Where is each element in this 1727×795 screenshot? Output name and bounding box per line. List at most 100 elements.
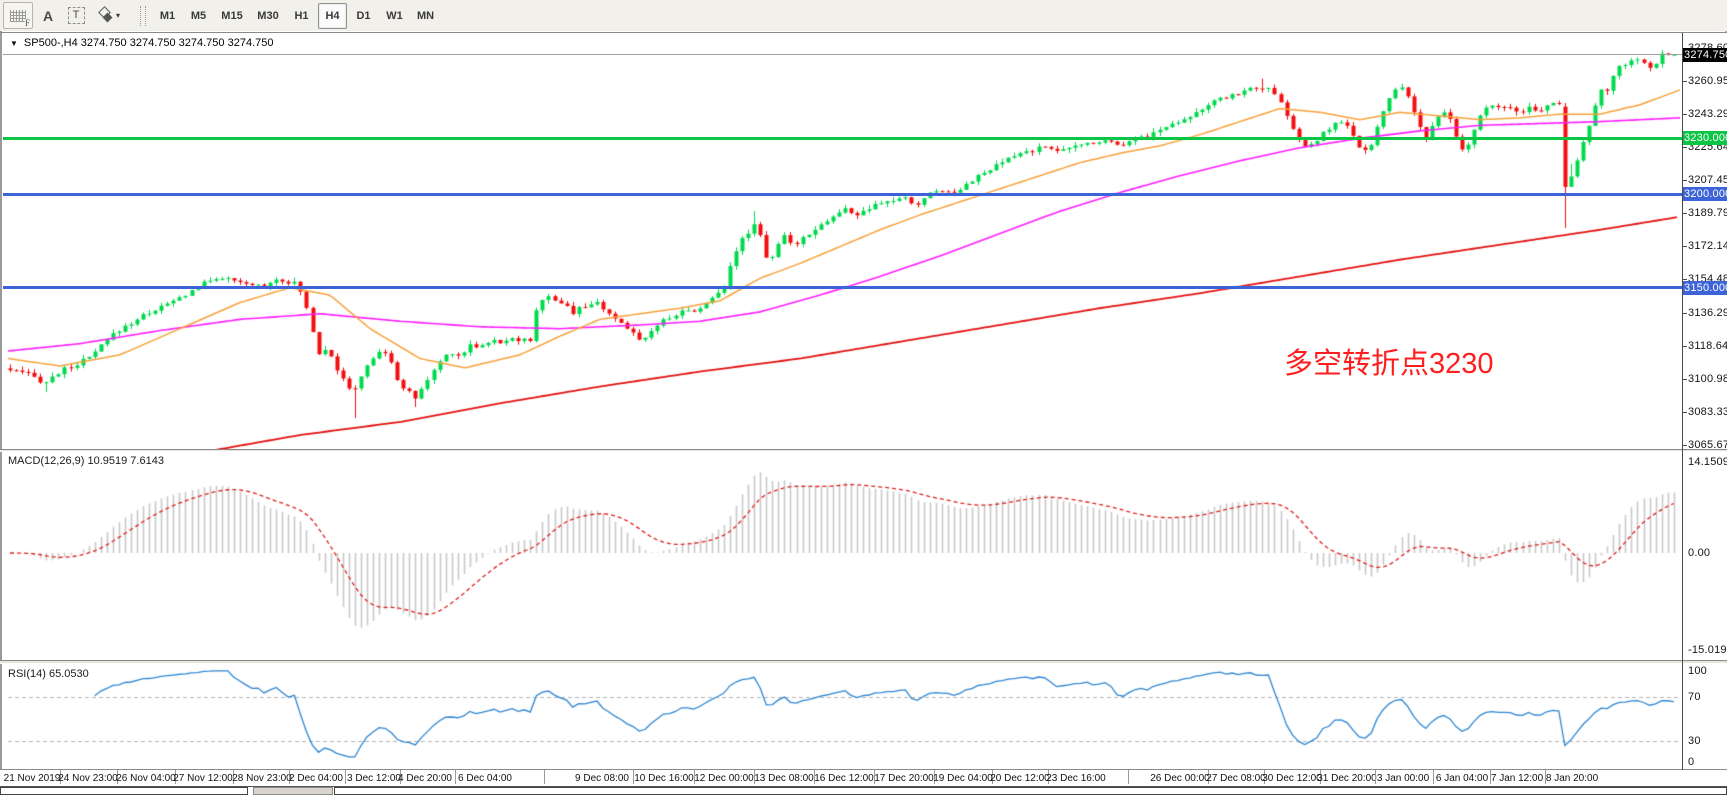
scrollbar-track-left[interactable]	[0, 787, 248, 795]
macd-label: MACD(12,26,9) 10.9519 7.6143	[8, 455, 164, 467]
text-box-tool-button[interactable]: T	[63, 2, 89, 29]
price-axis-line	[1682, 33, 1683, 770]
time-axis-tick	[60, 770, 61, 784]
time-axis-tick	[455, 770, 456, 784]
time-axis-label: 30 Dec 12:00	[1262, 773, 1322, 784]
time-axis-label: 27 Nov 12:00	[173, 773, 233, 784]
timeframe-button-w1[interactable]: W1	[386, 9, 403, 22]
splitter-macd-rsi[interactable]	[0, 660, 1727, 664]
time-axis-label: 21 Nov 2019	[3, 773, 61, 784]
time-axis-label: 3 Jan 00:00	[1376, 773, 1430, 784]
time-axis-tick	[874, 770, 875, 784]
scrollbar-thumb[interactable]	[253, 787, 333, 795]
timeframe-button-m30[interactable]: M30	[257, 9, 279, 22]
timeframe-button-mn[interactable]: MN	[416, 9, 435, 22]
price-axis-tick	[1682, 146, 1687, 148]
price-axis-tick	[1682, 213, 1687, 215]
time-axis-label: 3 Dec 12:00	[347, 773, 401, 784]
splitter-main-macd[interactable]	[0, 449, 1727, 452]
hline-3200[interactable]	[3, 192, 1682, 196]
price-axis-tick	[1682, 379, 1687, 381]
toolbar-grip[interactable]	[140, 5, 146, 26]
time-axis-tick	[1320, 770, 1321, 784]
time-axis-label: 9 Dec 08:00	[575, 773, 629, 784]
annotation-text[interactable]: 多空转折点3230	[1284, 348, 1494, 380]
price-axis-label: 3243.295	[1688, 107, 1727, 120]
time-axis-tick	[1264, 770, 1265, 784]
time-axis-tick	[400, 770, 401, 784]
horizontal-scrollbar[interactable]	[0, 786, 1727, 795]
timeframe-button-m1[interactable]: M1	[159, 9, 176, 22]
time-axis-tick	[544, 770, 545, 784]
time-axis-label: 27 Dec 08:00	[1206, 773, 1266, 784]
price-axis-label: 3207.450	[1688, 174, 1727, 187]
price-axis-tick	[1682, 113, 1687, 115]
text-label-tool-button[interactable]: A	[35, 2, 61, 29]
price-axis-label: 3260.950	[1688, 74, 1727, 87]
macd-chart-canvas[interactable]	[3, 452, 1682, 660]
shapes-tool-button[interactable]: ▾	[91, 2, 129, 29]
time-axis-label: 31 Dec 20:00	[1317, 773, 1377, 784]
time-axis-tick	[754, 770, 755, 784]
time-axis-label: 12 Dec 00:00	[694, 773, 754, 784]
price-axis-label: 3189.795	[1688, 207, 1727, 220]
price-axis-tick	[1682, 180, 1687, 182]
time-axis-label: 10 Dec 16:00	[634, 773, 694, 784]
scrollbar-track-right[interactable]	[334, 787, 1727, 795]
symbol-ohlc-text: SP500-,H4 3274.750 3274.750 3274.750 327…	[23, 37, 274, 49]
timeframe-button-m15[interactable]: M15	[221, 9, 243, 22]
timeframe-button-m5[interactable]: M5	[190, 9, 207, 22]
price-axis-label: 3065.675	[1688, 438, 1727, 451]
letter-a-icon: A	[42, 7, 54, 24]
rsi-axis-label: 70	[1688, 691, 1701, 703]
current-price-tag: 3274.750	[1683, 47, 1727, 62]
timeframe-button-h1[interactable]: H1	[294, 9, 309, 22]
time-axis: 21 Nov 2019 24 Nov 23:00 26 Nov 04:00 27 No…	[0, 770, 1727, 786]
time-axis-tick	[1490, 770, 1491, 784]
hline-3230[interactable]	[3, 136, 1682, 140]
chart-dropdown-icon[interactable]: ▼	[10, 38, 18, 48]
time-axis-tick	[814, 770, 815, 784]
time-axis-tick	[1208, 770, 1209, 784]
time-axis-tick	[1545, 770, 1546, 784]
time-axis-label: 19 Dec 04:00	[933, 773, 993, 784]
chevron-down-icon: ▾	[115, 11, 120, 20]
grid-f-label: F	[24, 18, 30, 28]
time-axis-tick	[694, 770, 695, 784]
rsi-chart-canvas[interactable]	[3, 664, 1682, 769]
timeframe-button-d1[interactable]: D1	[356, 9, 371, 22]
time-axis-label: 23 Dec 16:00	[1046, 773, 1106, 784]
green-level-tag: 3230.000	[1683, 131, 1727, 146]
time-axis-label: 16 Dec 12:00	[814, 773, 874, 784]
price-axis-tick	[1682, 80, 1687, 82]
symbol-ohlc-line: ▼ SP500-,H4 3274.750 3274.750 3274.750 3…	[10, 37, 273, 49]
rsi-axis-label: 0	[1688, 756, 1695, 768]
current-price-line	[3, 54, 1682, 56]
letter-t-icon: T	[67, 7, 85, 24]
time-axis-tick	[345, 770, 346, 784]
price-axis-tick	[1682, 346, 1687, 348]
time-axis-tick	[633, 770, 634, 784]
time-axis-label: 17 Dec 20:00	[874, 773, 934, 784]
grid-properties-button[interactable]: F	[3, 2, 33, 29]
hline-3150[interactable]	[3, 286, 1682, 290]
toolbar: F A T ▾ M1 M5 M15 M30 H1 H4 D1 W1 MN	[0, 0, 1727, 32]
time-axis-label: 6 Jan 04:00	[1435, 773, 1489, 784]
price-axis-label: 3118.640	[1688, 340, 1727, 353]
price-chart-canvas[interactable]	[3, 33, 1682, 449]
time-axis-tick	[175, 770, 176, 784]
time-axis-label: 26 Nov 04:00	[116, 773, 176, 784]
rsi-pane-bottom-border	[0, 769, 1727, 770]
macd-axis-label: 14.1509	[1688, 455, 1727, 468]
time-axis-label: 13 Dec 08:00	[754, 773, 814, 784]
time-axis-tick	[117, 770, 118, 784]
time-axis-tick	[233, 770, 234, 784]
time-axis-label: 28 Nov 23:00	[232, 773, 292, 784]
time-axis-label: 7 Jan 12:00	[1490, 773, 1544, 784]
rsi-label: RSI(14) 65.0530	[8, 668, 89, 680]
timeframe-button-h4[interactable]: H4	[318, 2, 347, 29]
price-axis-tick	[1682, 444, 1687, 446]
time-axis-tick	[1433, 770, 1434, 784]
time-axis-tick	[1128, 770, 1129, 784]
